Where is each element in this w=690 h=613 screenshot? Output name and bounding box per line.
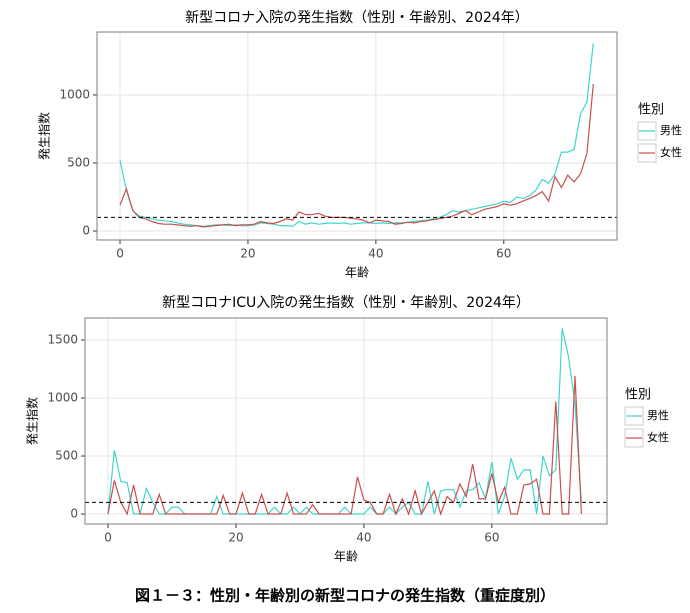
y-tick-label: 0 bbox=[82, 224, 90, 238]
x-tick-label: 20 bbox=[228, 531, 243, 545]
y-tick-label: 1000 bbox=[59, 87, 90, 101]
caption: 図１－３：性別・年齢別の新型コロナの発生指数（重症度別） bbox=[135, 587, 555, 605]
x-tick-label: 0 bbox=[116, 247, 124, 261]
x-axis-label: 年齢 bbox=[334, 549, 358, 564]
y-tick-label: 1000 bbox=[47, 391, 78, 405]
legend-label: 男性 bbox=[660, 123, 682, 137]
x-axis-label: 年齢 bbox=[345, 265, 369, 280]
plot-panel bbox=[97, 32, 617, 240]
legend-label: 女性 bbox=[660, 145, 682, 159]
plot-border bbox=[96, 31, 618, 241]
chart-title: 新型コロナICU入院の発生指数（性別・年齢別、2024年） bbox=[162, 295, 530, 311]
y-axis-label: 発生指数 bbox=[37, 112, 52, 160]
y-tick-label: 1500 bbox=[47, 333, 78, 347]
y-axis-label: 発生指数 bbox=[25, 397, 40, 445]
legend-label: 男性 bbox=[647, 408, 669, 422]
y-tick-label: 0 bbox=[70, 507, 78, 521]
y-tick-label: 500 bbox=[55, 449, 78, 463]
legend-title: 性別 bbox=[625, 388, 651, 403]
series-line bbox=[119, 84, 594, 228]
x-tick-label: 0 bbox=[104, 531, 112, 545]
x-tick-label: 60 bbox=[484, 531, 499, 545]
x-tick-label: 60 bbox=[496, 247, 511, 261]
legend-title: 性別 bbox=[638, 103, 664, 118]
x-tick-label: 20 bbox=[240, 247, 255, 261]
plot-border bbox=[84, 317, 608, 525]
plot-panel bbox=[85, 318, 607, 524]
y-tick-label: 500 bbox=[67, 156, 90, 170]
x-tick-label: 40 bbox=[368, 247, 383, 261]
chart-title: 新型コロナ入院の発生指数（性別・年齢別、2024年） bbox=[185, 10, 529, 26]
series-line bbox=[107, 375, 582, 516]
x-tick-label: 40 bbox=[356, 531, 371, 545]
legend-label: 女性 bbox=[647, 430, 669, 444]
